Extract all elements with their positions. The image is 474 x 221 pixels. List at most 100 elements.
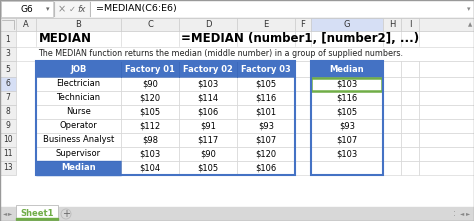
Bar xyxy=(121,61,179,77)
Bar xyxy=(36,133,121,147)
Bar xyxy=(419,133,474,147)
Text: 6: 6 xyxy=(6,80,10,88)
Bar xyxy=(419,18,474,31)
Text: $116: $116 xyxy=(255,93,277,103)
Bar xyxy=(0,18,16,31)
Bar xyxy=(1,1,53,17)
Text: 13: 13 xyxy=(3,164,13,173)
Bar xyxy=(237,61,295,77)
Bar xyxy=(0,18,474,207)
Bar xyxy=(0,161,16,175)
Bar xyxy=(383,147,401,161)
Bar xyxy=(121,161,179,175)
Text: $93: $93 xyxy=(339,122,355,130)
Text: Median: Median xyxy=(330,65,365,74)
Text: 3: 3 xyxy=(6,50,10,59)
Text: $107: $107 xyxy=(337,135,357,145)
Bar xyxy=(401,91,419,105)
Text: Factory 03: Factory 03 xyxy=(241,65,291,74)
Text: 1: 1 xyxy=(6,34,10,44)
Text: ◄: ◄ xyxy=(460,211,464,217)
Bar xyxy=(16,205,58,220)
Bar xyxy=(383,161,401,175)
Bar xyxy=(0,77,16,91)
Text: Median: Median xyxy=(61,164,96,173)
Bar xyxy=(237,105,295,119)
Text: $103: $103 xyxy=(337,80,357,88)
Text: $116: $116 xyxy=(337,93,357,103)
Bar xyxy=(91,1,473,17)
Text: E: E xyxy=(264,20,269,29)
Bar xyxy=(36,18,121,31)
Bar xyxy=(401,18,419,31)
Text: Factory 02: Factory 02 xyxy=(183,65,233,74)
Bar xyxy=(0,0,474,18)
Bar xyxy=(36,61,295,175)
Text: $103: $103 xyxy=(337,149,357,158)
Bar xyxy=(179,18,237,31)
Text: ×: × xyxy=(58,4,66,14)
Bar xyxy=(419,161,474,175)
Text: $120: $120 xyxy=(139,93,161,103)
Bar xyxy=(0,31,16,47)
Bar xyxy=(401,161,419,175)
Text: fx: fx xyxy=(78,4,86,13)
Text: =MEDIAN (number1, [number2], ...): =MEDIAN (number1, [number2], ...) xyxy=(181,32,419,46)
Text: $103: $103 xyxy=(139,149,161,158)
Bar xyxy=(179,61,237,77)
Bar xyxy=(179,77,237,91)
Bar xyxy=(419,119,474,133)
Bar xyxy=(237,161,295,175)
Text: I: I xyxy=(409,20,411,29)
Bar xyxy=(311,161,383,175)
Bar xyxy=(179,161,237,175)
Text: G6: G6 xyxy=(21,4,33,13)
Text: 9: 9 xyxy=(6,122,10,130)
Bar xyxy=(121,91,179,105)
Text: Technician: Technician xyxy=(56,93,100,103)
Text: =MEDIAN(C6:E6): =MEDIAN(C6:E6) xyxy=(96,4,177,13)
Bar xyxy=(311,18,383,31)
Text: ◄: ◄ xyxy=(3,211,7,217)
Text: $120: $120 xyxy=(255,149,276,158)
Bar xyxy=(383,18,401,31)
Bar xyxy=(0,119,16,133)
Text: ►: ► xyxy=(466,211,470,217)
Bar xyxy=(36,161,121,175)
Text: 8: 8 xyxy=(6,107,10,116)
Bar xyxy=(419,105,474,119)
Bar xyxy=(295,161,311,175)
Text: $103: $103 xyxy=(197,80,219,88)
Text: Operator: Operator xyxy=(60,122,97,130)
Text: $105: $105 xyxy=(255,80,276,88)
Bar xyxy=(0,133,16,147)
Bar xyxy=(237,147,295,161)
Text: ▲: ▲ xyxy=(468,22,472,27)
Bar xyxy=(237,18,295,31)
Text: $91: $91 xyxy=(200,122,216,130)
Bar xyxy=(36,91,121,105)
Bar xyxy=(311,119,383,133)
Text: 5: 5 xyxy=(6,65,10,74)
Bar xyxy=(36,105,121,119)
Bar xyxy=(401,61,419,77)
Bar xyxy=(311,78,383,91)
Text: A: A xyxy=(23,20,29,29)
Bar xyxy=(295,77,311,91)
Text: $106: $106 xyxy=(197,107,219,116)
Text: :: : xyxy=(453,210,456,219)
Bar xyxy=(401,105,419,119)
Bar xyxy=(311,61,383,77)
Text: $98: $98 xyxy=(142,135,158,145)
Text: $117: $117 xyxy=(197,135,219,145)
Bar xyxy=(295,61,311,77)
Bar xyxy=(179,119,237,133)
Bar xyxy=(295,133,311,147)
Bar xyxy=(295,105,311,119)
Bar xyxy=(419,91,474,105)
Text: Factory 01: Factory 01 xyxy=(125,65,175,74)
Bar xyxy=(383,133,401,147)
Text: ▾: ▾ xyxy=(46,6,50,12)
Text: $101: $101 xyxy=(255,107,276,116)
Bar xyxy=(16,31,474,47)
